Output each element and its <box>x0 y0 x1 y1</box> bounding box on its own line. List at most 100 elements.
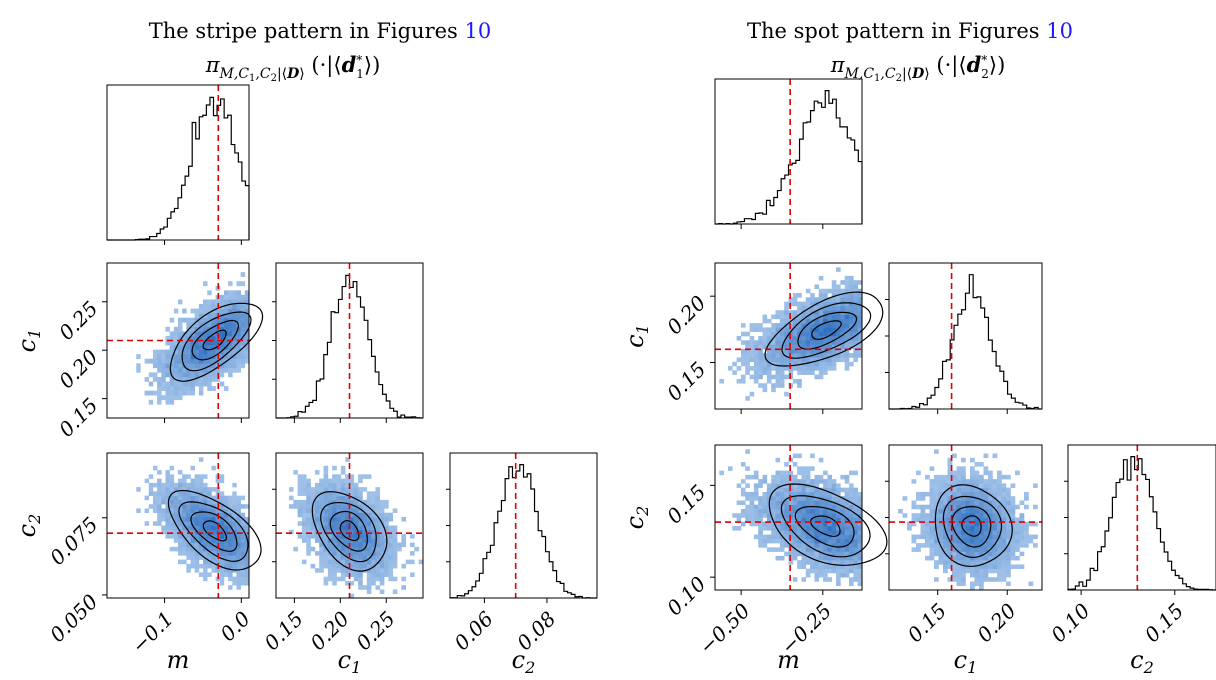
density-cell <box>244 551 250 556</box>
density-cell <box>314 512 320 518</box>
density-cell <box>319 555 324 560</box>
density-cell <box>814 577 820 582</box>
density-cell <box>749 508 755 514</box>
density-cell <box>1033 483 1038 488</box>
density-cell <box>805 366 811 371</box>
density-cell <box>753 508 759 514</box>
density-cell <box>223 495 229 501</box>
density-cell <box>323 538 329 543</box>
density-cell <box>198 345 204 350</box>
density-cell <box>857 293 863 298</box>
density-cell <box>198 487 204 492</box>
density-cell <box>929 466 935 471</box>
density-cell <box>232 551 237 556</box>
density-cell <box>182 381 187 387</box>
density-cell <box>152 504 158 509</box>
density-cell <box>1010 555 1016 561</box>
density-cell <box>784 462 789 467</box>
density-cell <box>371 491 376 496</box>
density-cell <box>775 344 781 350</box>
density-cell <box>366 521 372 526</box>
density-cell <box>857 517 863 523</box>
density-cell <box>758 357 763 363</box>
density-cell <box>211 512 216 518</box>
density-cell <box>157 504 162 509</box>
density-cell <box>232 335 237 341</box>
contour-level-2 <box>794 506 855 548</box>
density-cell <box>198 491 204 496</box>
density-cell <box>805 301 811 307</box>
density-cell <box>314 482 320 488</box>
density-cell <box>244 358 250 364</box>
density-cell <box>831 357 837 363</box>
contour-level-2 <box>329 510 368 552</box>
density-cell <box>323 563 329 569</box>
density-cell <box>332 568 337 573</box>
density-cell <box>182 317 187 323</box>
density-cell <box>219 363 225 369</box>
density-cell <box>353 487 359 492</box>
density-cell <box>165 386 170 391</box>
density-cell <box>823 530 828 535</box>
density-cell <box>301 474 307 479</box>
density-cell <box>228 349 233 355</box>
density-cell <box>349 508 355 514</box>
density-cell <box>340 525 346 531</box>
density-cell <box>827 301 833 307</box>
density-cell <box>758 340 763 345</box>
density-cell <box>805 513 811 518</box>
density-cell <box>306 542 311 548</box>
density-cell <box>983 470 989 476</box>
density-cell <box>401 576 407 582</box>
density-cell <box>840 526 846 531</box>
density-cell <box>186 551 191 556</box>
density-cell <box>766 538 772 544</box>
density-cell <box>788 297 794 302</box>
density-cell <box>775 496 781 501</box>
density-cell <box>194 487 200 492</box>
density-cell <box>853 470 858 476</box>
density-cell <box>1024 496 1029 501</box>
density-cell <box>198 372 204 378</box>
density-cell <box>152 376 158 382</box>
density-cell <box>306 491 311 496</box>
density-cell <box>240 299 246 305</box>
density-cell <box>297 508 303 514</box>
density-cell <box>219 521 225 526</box>
density-cell <box>740 331 746 337</box>
density-cell <box>792 483 798 488</box>
density-cell <box>997 555 1002 561</box>
density-cell <box>194 340 200 346</box>
density-cell <box>190 538 196 543</box>
histogram-m <box>107 96 250 241</box>
density-cell <box>211 551 216 556</box>
density-cell <box>797 560 802 565</box>
density-cell <box>157 521 162 526</box>
density-cell <box>938 483 944 488</box>
density-cell <box>228 512 233 518</box>
density-cell <box>814 318 820 324</box>
density-cell <box>1015 564 1020 569</box>
density-cell <box>198 376 204 382</box>
density-cell <box>979 551 984 557</box>
density-cell <box>916 504 921 510</box>
density-cell <box>371 555 376 560</box>
density-cell <box>857 280 863 285</box>
density-cell <box>228 367 233 373</box>
density-cell <box>236 525 241 531</box>
density-cell <box>801 474 807 480</box>
density-cell <box>375 534 381 539</box>
density-cell <box>314 495 320 501</box>
density-cell <box>831 560 837 565</box>
density-cell <box>240 521 246 526</box>
density-cell <box>745 517 750 523</box>
density-cell <box>818 526 824 531</box>
density-cell <box>749 513 755 518</box>
density-cell <box>788 491 794 497</box>
density-cell <box>934 577 939 582</box>
density-cell <box>240 322 246 328</box>
density-cell <box>792 462 798 467</box>
density-cell <box>244 534 250 539</box>
density-cell <box>857 314 863 320</box>
